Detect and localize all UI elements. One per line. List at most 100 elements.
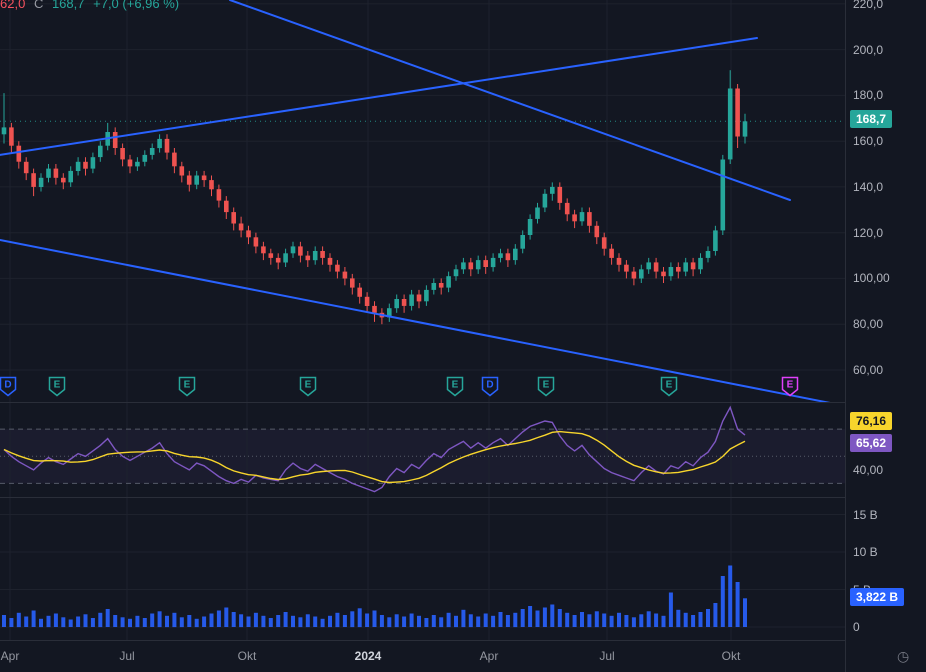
candle-body — [579, 212, 585, 222]
dividend-badge[interactable]: D — [0, 376, 17, 397]
volume-bar — [76, 616, 81, 627]
volume-bar — [387, 617, 392, 628]
candle-body — [564, 202, 570, 215]
earnings-badge[interactable]: E — [48, 376, 66, 397]
candle-body — [224, 200, 229, 213]
volume-chart[interactable] — [0, 497, 845, 640]
volume-bar — [268, 618, 273, 627]
volume-bar — [150, 613, 155, 627]
volume-bar — [46, 615, 51, 628]
time-axis-label[interactable]: Okt — [721, 649, 741, 663]
clock-icon[interactable]: ◷ — [897, 648, 910, 664]
volume-bar — [261, 615, 266, 628]
pane-divider[interactable] — [0, 402, 926, 403]
volume-bar — [379, 615, 384, 627]
trendline[interactable] — [229, 0, 791, 201]
badge-letter: D — [4, 380, 11, 391]
volume-bar — [409, 613, 414, 627]
volume-bar — [98, 612, 103, 628]
dividend-badge[interactable]: D — [481, 376, 499, 397]
earnings-badge[interactable]: E — [178, 376, 196, 397]
volume-bar — [224, 607, 229, 627]
time-axis-label[interactable]: Apr — [479, 649, 499, 663]
candle-body — [275, 257, 281, 263]
time-axis-label[interactable]: Jul — [119, 649, 135, 663]
candle-body — [46, 168, 51, 178]
volume-bar — [105, 609, 110, 627]
volume-bar — [550, 604, 555, 627]
volume-bar — [253, 612, 258, 628]
candle-body — [453, 269, 459, 277]
volume-bar — [291, 615, 295, 628]
main-chart-pane[interactable]: 62,0 C 168,7 +7,0 (+6,96 %) D E E E E D E E E — [0, 0, 845, 402]
time-axis-label-year[interactable]: 2024 — [354, 649, 382, 663]
candle-body — [505, 253, 511, 261]
volume-bar — [461, 609, 466, 628]
candle-body — [350, 278, 355, 288]
volume-bar — [283, 612, 288, 627]
candle-body — [120, 148, 125, 160]
badge-shield-icon — [537, 376, 555, 397]
candle-body — [720, 159, 726, 231]
volume-bar — [454, 615, 458, 628]
time-axis-label[interactable]: Okt — [237, 649, 257, 663]
volume-bar — [142, 618, 147, 627]
earnings-badge[interactable]: E — [537, 376, 555, 397]
volume-bar — [706, 609, 710, 627]
badge-shield-icon — [446, 376, 464, 397]
candle-body — [135, 161, 140, 167]
volume-axis-label: 10 B — [853, 545, 878, 559]
volume-bar — [216, 610, 221, 627]
candle-body — [520, 235, 525, 249]
pane-divider[interactable] — [0, 497, 926, 498]
candle-body — [23, 161, 29, 174]
volume-bar — [305, 614, 310, 628]
time-axis-label[interactable]: Apr — [0, 649, 20, 663]
volume-bar — [24, 616, 29, 627]
time-axis[interactable]: Apr Jul Okt 2024 Apr Jul Okt — [0, 641, 845, 672]
volume-bar — [594, 611, 599, 628]
rsi-pane[interactable] — [0, 402, 845, 497]
candlestick-chart[interactable] — [0, 0, 845, 402]
volume-bar — [113, 615, 118, 627]
volume-bar — [187, 615, 192, 627]
trendline[interactable] — [0, 37, 758, 156]
volume-bar — [646, 611, 651, 628]
volume-bar — [120, 617, 125, 628]
candle-body — [342, 271, 348, 279]
candle-body — [164, 138, 170, 153]
candle-body — [1, 127, 7, 135]
time-axis-label[interactable]: Jul — [599, 649, 615, 663]
rsi-ma-badge: 76,16 — [850, 412, 893, 430]
volume-pane[interactable] — [0, 497, 845, 640]
volume-bar — [476, 616, 481, 627]
price-axis-label: 120,0 — [853, 225, 884, 240]
volume-bar — [698, 612, 703, 627]
candle-body — [172, 152, 177, 167]
trendline[interactable] — [0, 239, 845, 402]
candle-body — [542, 193, 548, 208]
volume-bar — [9, 618, 14, 627]
candle-body — [431, 283, 437, 290]
candle-body — [216, 189, 222, 201]
earnings-badge[interactable]: E — [660, 376, 678, 397]
volume-bar — [654, 613, 659, 627]
rsi-indicator-chart[interactable] — [0, 402, 845, 497]
price-axis[interactable]: 220,0 200,0 180,0 160,0 140,0 120,0 100,00 80,0… — [845, 0, 926, 672]
rsi-line — [3, 405, 746, 493]
earnings-badge[interactable]: E — [781, 376, 799, 397]
volume-bar — [365, 613, 370, 627]
candle-body — [335, 264, 340, 272]
legend-change: +7,0 (+6,96 %) — [93, 0, 180, 11]
volume-bar — [276, 615, 281, 627]
candle-body — [676, 267, 681, 272]
volume-bar — [542, 607, 547, 627]
volume-bar — [713, 603, 718, 627]
candle-body — [557, 186, 563, 203]
earnings-badge[interactable]: E — [299, 376, 317, 397]
earnings-badge[interactable]: E — [446, 376, 464, 397]
badge-shield-icon — [48, 376, 66, 397]
volume-bar — [624, 615, 629, 627]
candle-body — [320, 251, 325, 258]
candle-body — [357, 287, 362, 297]
